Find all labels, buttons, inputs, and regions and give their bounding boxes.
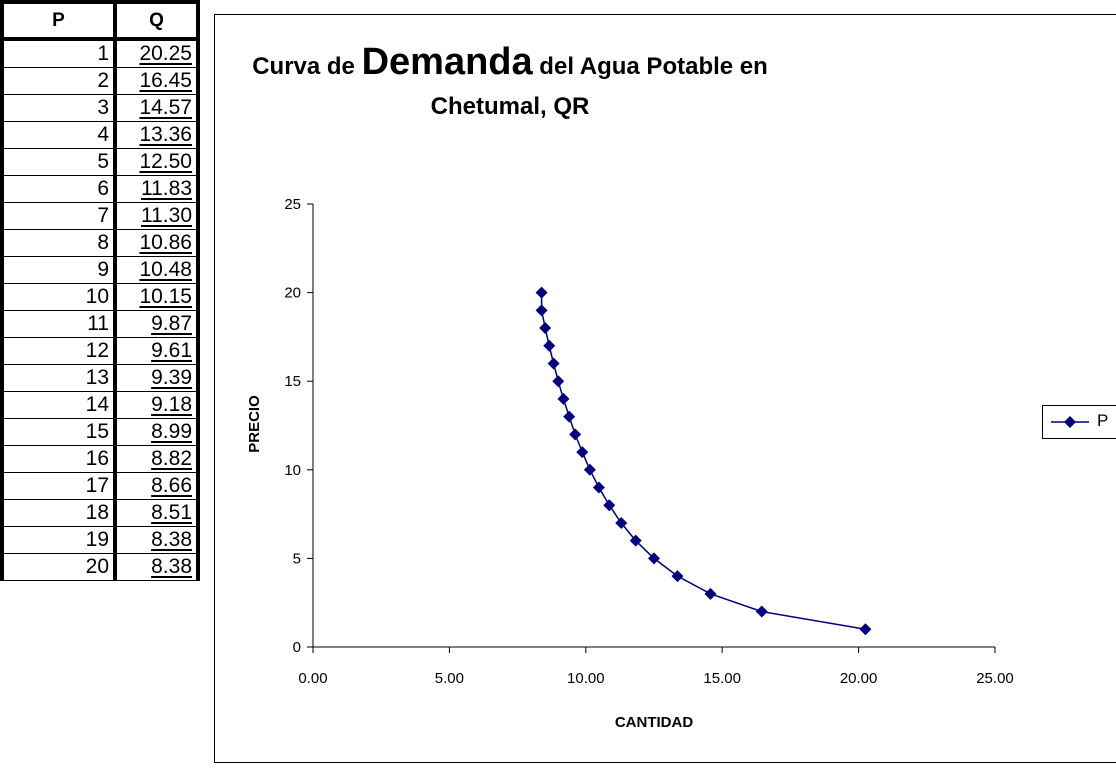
x-tick-label: 10.00	[567, 670, 605, 687]
data-point	[671, 570, 684, 583]
title-part1: Curva de	[252, 53, 362, 80]
data-point	[576, 446, 589, 459]
header-p: P	[0, 0, 117, 41]
data-point	[539, 322, 552, 335]
legend-label-p: P	[1097, 411, 1109, 430]
data-point	[603, 499, 616, 512]
cell-p: 11	[0, 310, 117, 338]
title-line2: Chetumal, QR	[430, 93, 590, 120]
table-header-row: P Q	[0, 0, 200, 41]
cell-q: 11.30	[114, 202, 200, 230]
data-point	[615, 516, 628, 529]
table-row: 17 8.66	[0, 472, 200, 500]
data-point	[547, 357, 560, 370]
x-tick-label: 5.00	[435, 670, 464, 687]
x-tick-label: 0.00	[298, 670, 327, 687]
cell-p: 16	[0, 445, 117, 473]
cell-p: 20	[0, 553, 117, 581]
cell-q: 11.83	[114, 175, 200, 203]
data-point	[552, 375, 565, 388]
y-axis-title: PRECIO	[246, 395, 263, 453]
cell-q: 9.18	[114, 391, 200, 419]
data-point	[535, 304, 548, 317]
data-point	[569, 428, 582, 441]
cell-p: 14	[0, 391, 117, 419]
table-row: 10 10.15	[0, 283, 200, 311]
cell-q: 10.15	[114, 283, 200, 311]
header-q: Q	[113, 0, 200, 41]
y-tick-label: 15	[284, 373, 301, 390]
y-tick-label: 10	[284, 462, 301, 479]
x-tick-label: 25.00	[976, 670, 1014, 687]
x-tick-label: 20.00	[840, 670, 878, 687]
cell-q: 9.39	[114, 364, 200, 392]
x-tick-label: 15.00	[703, 670, 741, 687]
table-row: 12 9.61	[0, 337, 200, 365]
cell-q: 8.99	[114, 418, 200, 446]
table-row: 11 9.87	[0, 310, 200, 338]
data-point	[557, 392, 570, 405]
data-point	[563, 410, 576, 423]
cell-p: 2	[0, 67, 117, 95]
x-axis-title: CANTIDAD	[615, 714, 693, 731]
table-row: 15 8.99	[0, 418, 200, 446]
y-tick-label: 0	[293, 639, 301, 656]
cell-p: 15	[0, 418, 117, 446]
data-point	[543, 339, 556, 352]
cell-q: 8.82	[114, 445, 200, 473]
data-point	[535, 286, 548, 299]
table-row: 2 16.45	[0, 67, 200, 95]
data-point	[755, 605, 768, 618]
title-part2: del Agua Potable en	[532, 53, 768, 80]
title-emphasis: Demanda	[361, 41, 533, 83]
y-tick-label: 20	[284, 285, 301, 302]
data-table-container: P Q 1 20.25 2 16.45 3 14.57 4 13.36 5 12.50 6 11.83…	[0, 0, 200, 581]
data-point	[704, 587, 717, 600]
table-row: 13 9.39	[0, 364, 200, 392]
cell-q: 16.45	[114, 67, 200, 95]
data-point	[859, 623, 872, 636]
data-point	[583, 463, 596, 476]
series-line-p	[540, 292, 866, 631]
cell-q: 8.38	[114, 526, 200, 554]
y-tick-label: 25	[284, 196, 301, 213]
table-row: 20 8.38	[0, 553, 200, 581]
table-row: 14 9.18	[0, 391, 200, 419]
cell-q: 8.38	[114, 553, 200, 581]
cell-p: 5	[0, 148, 117, 176]
chart-title: Curva de Demanda del Agua Potable en Che…	[230, 42, 790, 127]
table-row: 6 11.83	[0, 175, 200, 203]
chart-frame	[214, 14, 1116, 763]
cell-p: 3	[0, 94, 117, 122]
cell-p: 13	[0, 364, 117, 392]
legend-box	[1042, 405, 1116, 439]
cell-p: 17	[0, 472, 117, 500]
price-quantity-table: P Q 1 20.25 2 16.45 3 14.57 4 13.36 5 12.50 6 11.83…	[0, 0, 200, 581]
y-tick-label: 5	[293, 550, 301, 567]
data-point	[648, 552, 660, 565]
cell-q: 8.51	[114, 499, 200, 527]
cell-q: 9.61	[114, 337, 200, 365]
table-row: 16 8.82	[0, 445, 200, 473]
data-point	[629, 534, 642, 547]
legend-marker-icon	[1051, 416, 1089, 428]
data-point	[592, 481, 605, 494]
